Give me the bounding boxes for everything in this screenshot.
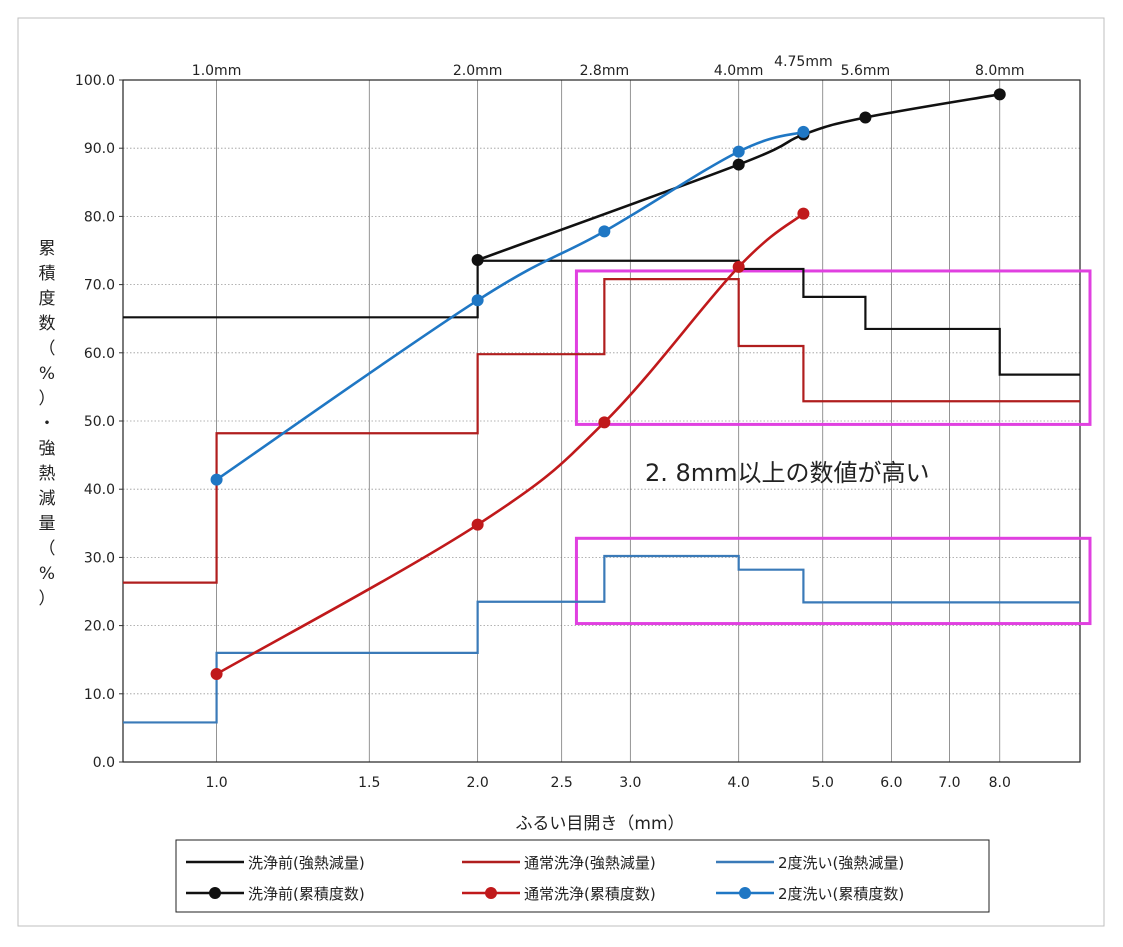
y-tick-label: 60.0 [84,346,115,362]
x-tick-label: 7.0 [938,775,960,791]
highlight-boxes [574,269,1092,626]
legend-item: 2度洗い(強熱減量) [716,854,904,872]
y-axis-title-char: 量 [39,514,56,534]
top-axis-label: 2.8mm [580,63,630,79]
y-axis-title-char: （ [39,339,56,359]
x-tick-label: 8.0 [989,775,1011,791]
series-5 [210,207,810,681]
data-point [732,145,745,158]
y-tick-label: 70.0 [84,278,115,294]
top-axis-label: 1.0mm [192,63,242,79]
data-point [210,668,223,681]
data-point [210,473,223,486]
legend-label: 通常洗浄(強熱減量) [524,854,656,872]
y-axis-title-char: ・ [39,414,56,434]
y-axis-title-char: 熱 [39,464,56,484]
y-axis-title-char: % [39,364,55,384]
y-tick-label: 30.0 [84,550,115,566]
series-layer [123,88,1080,724]
data-point [797,207,810,220]
legend-marker [209,887,221,899]
data-point [471,518,484,531]
legend-item: 洗浄前(強熱減量) [186,854,365,872]
y-tick-label: 50.0 [84,414,115,430]
y-tick-label: 20.0 [84,619,115,635]
y-axis-title-char: 度 [39,289,56,309]
legend-marker [739,887,751,899]
step-line [123,554,1080,724]
legend-label: 2度洗い(強熱減量) [778,854,904,872]
highlight-box [574,536,1092,626]
legend-label: 2度洗い(累積度数) [778,885,904,903]
axis-labels: 0.0 10.0 20.0 30.0 40.0 50.0 60.0 70.0 80.0 90.0 1… [75,54,1025,791]
x-tick-label: 2.5 [551,775,573,791]
legend-label: 通常洗浄(累積度数) [524,885,656,903]
x-tick-label: 4.0 [728,775,750,791]
data-point [732,158,745,171]
data-point [993,88,1006,101]
data-point [598,416,611,429]
y-axis-title-char: % [39,564,55,584]
top-axis-label: 8.0mm [975,63,1025,79]
y-tick-label: 90.0 [84,141,115,157]
data-point [859,111,872,124]
series-2 [123,278,1080,584]
y-tick-label: 0.0 [93,755,115,771]
legend-item: 通常洗浄(強熱減量) [462,854,656,872]
step-line [123,259,1080,376]
legend-item: 洗浄前(累積度数) [186,885,365,903]
legend: 洗浄前(強熱減量) 通常洗浄(強熱減量) 2度洗い(強熱減量) 洗浄前(累積度数) 通常… [175,839,990,913]
cumulative-line [477,93,1000,262]
annotation-text: 2. 8mm以上の数値が高い [645,459,930,487]
legend-item: 2度洗い(累積度数) [716,885,904,903]
legend-label: 洗浄前(強熱減量) [248,854,365,872]
y-axis-title-char: 減 [39,489,56,509]
x-tick-label: 6.0 [880,775,902,791]
top-axis-label: 4.75mm [774,54,832,70]
top-axis-label: 5.6mm [841,63,891,79]
step-line [123,278,1080,584]
y-tick-label: 80.0 [84,209,115,225]
x-axis-title: ふるい目開き（mm） [515,814,684,834]
y-axis-title: 累積度数 （% ） ・強熱減量 （% ） [39,239,56,609]
top-axis-label: 2.0mm [453,63,503,79]
x-tick-label: 3.0 [619,775,641,791]
data-point [732,260,745,273]
legend-label: 洗浄前(累積度数) [248,885,365,903]
y-axis-title-char: （ [39,539,56,559]
legend-marker [485,887,497,899]
legend-box [175,839,990,913]
y-axis-title-char: ） [39,389,56,409]
y-tick-label: 10.0 [84,687,115,703]
y-axis-title-char: 数 [39,314,56,334]
x-tick-label: 2.0 [466,775,488,791]
y-axis-title-char: ） [39,589,56,609]
y-axis-title-char: 積 [39,264,56,284]
x-tick-label: 1.0 [205,775,227,791]
series-3 [123,554,1080,724]
y-axis-title-char: 強 [39,439,56,459]
y-axis-title-char: 累 [39,239,56,259]
data-point [471,254,484,267]
x-tick-label: 5.0 [812,775,834,791]
y-tick-label: 40.0 [84,482,115,498]
x-tick-label: 1.5 [358,775,380,791]
series-1 [123,259,1080,376]
data-point [471,294,484,307]
data-point [797,125,810,138]
highlight-box [574,269,1092,426]
series-6 [210,125,810,486]
outer-frame [17,17,1105,927]
legend-item: 通常洗浄(累積度数) [462,885,656,903]
y-tick-label: 100.0 [75,73,115,89]
data-point [598,225,611,238]
top-axis-label: 4.0mm [714,63,764,79]
grid-layer [123,80,1080,762]
